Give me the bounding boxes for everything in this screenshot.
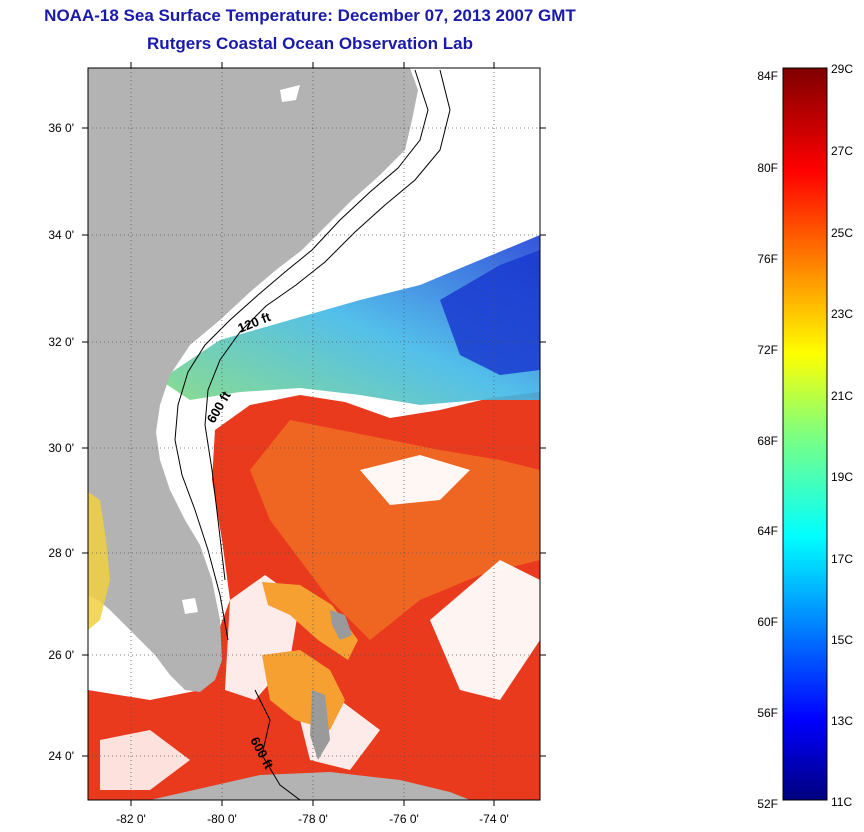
colorbar-f-label: 84F: [757, 69, 778, 83]
gulf-coast-water: [88, 492, 110, 630]
lat-label: 34 0': [48, 228, 74, 242]
bahamas-island: [310, 690, 330, 760]
cloud-patch: [430, 560, 540, 700]
map-title: NOAA-18 Sea Surface Temperature: Decembe…: [44, 6, 576, 25]
colorbar-c-label: 21C: [831, 389, 853, 403]
colorbar-c-label: 17C: [831, 552, 853, 566]
lake: [280, 85, 300, 102]
graticule: [88, 68, 540, 800]
colorbar-f-label: 80F: [757, 161, 778, 175]
colorbar-f-label: 76F: [757, 252, 778, 266]
lat-label: 36 0': [48, 121, 74, 135]
land-mainland: [88, 68, 418, 692]
lon-label: -78 0': [298, 812, 328, 826]
lake: [182, 598, 198, 614]
sst-cool-region: [160, 235, 540, 405]
lat-label: 32 0': [48, 335, 74, 349]
lon-label: -74 0': [479, 812, 509, 826]
lon-label: -82 0': [116, 812, 146, 826]
land-cuba: [150, 772, 470, 800]
axis-ticks: [82, 62, 546, 806]
cloud-patch: [360, 455, 470, 505]
lon-label: -80 0': [207, 812, 237, 826]
contour-600ft: [204, 69, 451, 581]
sst-cold-patch: [440, 250, 540, 375]
colorbar-c-label: 25C: [831, 226, 853, 240]
contour-120ft: [174, 69, 429, 641]
colorbar-c-label: 23C: [831, 307, 853, 321]
map-subtitle: Rutgers Coastal Ocean Observation Lab: [147, 34, 473, 53]
contour-bahamas: [254, 689, 301, 800]
colorbar-c-label: 19C: [831, 470, 853, 484]
colorbar-c-label: 11C: [831, 795, 852, 809]
colorbar-f-label: 72F: [757, 343, 778, 357]
colorbar-f-label: 56F: [757, 706, 778, 720]
colorbar-f-label: 52F: [757, 797, 778, 811]
colorbar-c-label: 29C: [831, 62, 853, 76]
lat-label: 28 0': [48, 546, 74, 560]
sst-orange-region: [250, 420, 540, 640]
colorbar-c-label: 13C: [831, 714, 853, 728]
lon-label: -76 0': [389, 812, 419, 826]
colorbar: [782, 67, 828, 801]
cloud-patch: [100, 730, 190, 790]
colorbar-f-label: 60F: [757, 615, 778, 629]
bahamas-bank: [262, 582, 358, 660]
lat-label: 26 0': [48, 648, 74, 662]
colorbar-c-label: 27C: [831, 144, 853, 158]
colorbar-c-label: 15C: [831, 633, 853, 647]
bahamas-island: [330, 610, 352, 640]
colorbar-f-label: 68F: [757, 434, 778, 448]
lat-label: 24 0': [48, 749, 74, 763]
map-frame: [87, 67, 541, 801]
colorbar-f-label: 64F: [757, 524, 778, 538]
lat-label: 30 0': [48, 441, 74, 455]
